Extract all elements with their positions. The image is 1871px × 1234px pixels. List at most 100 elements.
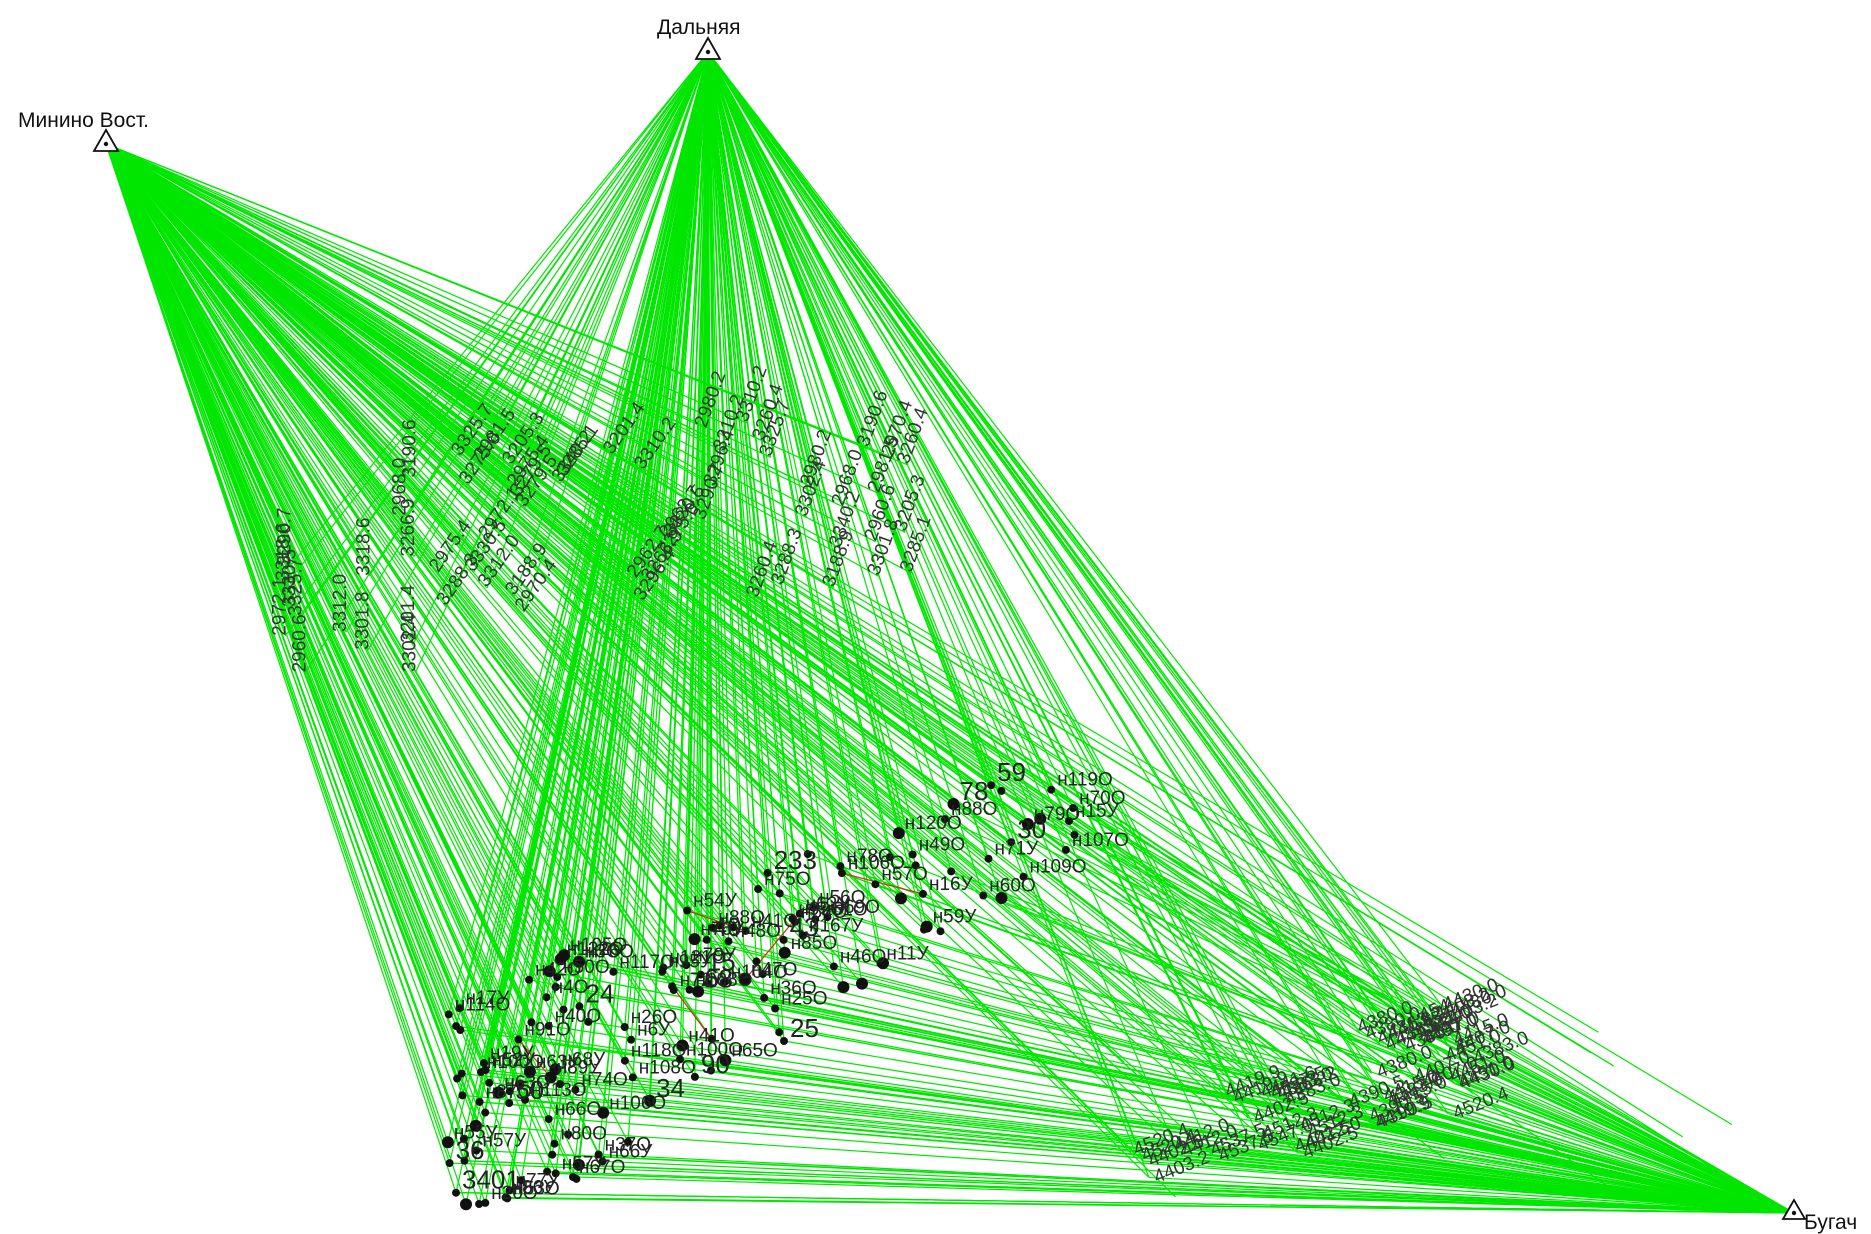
sight-line [630,51,709,1040]
station-bugach[interactable]: Бугач [1781,1198,1857,1234]
sight-line [815,918,1795,1214]
survey-point [685,985,694,994]
point-label: н109О [1030,857,1087,878]
point-label: н100О [487,1052,544,1073]
sight-line [105,143,1176,1198]
survey-point [707,1066,715,1075]
point-label: н107О [1072,830,1129,851]
top-cluster-label: 3318.6 [273,523,294,581]
survey-point [549,1063,562,1076]
point-label: н63О [504,1073,550,1094]
sight-line [105,143,553,1155]
survey-point [908,850,917,859]
point-label: н114О [455,994,511,1015]
sight-line [105,143,565,1010]
survey-point [837,869,846,878]
point-label: н48О [735,921,781,942]
survey-point [836,862,845,871]
survey-point [571,1085,580,1094]
sight-line [289,51,709,566]
sight-line [105,143,297,608]
point-label: 50 [515,1075,544,1105]
sight-line [105,143,369,650]
survey-point [548,1150,557,1159]
station-mininovost[interactable]: Минино Вост. [18,109,149,152]
sight-line [105,143,415,644]
survey-point [559,1005,568,1014]
point-label: 40 [713,912,742,942]
survey-point [475,1097,484,1106]
survey-point [676,1055,684,1064]
survey-point [458,1091,467,1100]
point-label: н51О [821,899,867,920]
point-label: н62У [806,894,851,915]
sight-line [581,961,1795,1214]
sight-line [105,143,522,1181]
survey-point [754,885,763,893]
sight-line [707,51,764,975]
sight-line [707,51,925,930]
sight-line [105,143,467,1205]
survey-point [1065,817,1073,825]
sight-line [707,51,841,549]
sight-line [459,51,709,458]
sight-line [105,143,486,1113]
station-mininovost-label: Минино Вост. [18,109,149,132]
sight-line [707,51,906,533]
survey-point [1070,830,1079,839]
survey-point [871,880,880,889]
survey-point [1061,845,1070,854]
sight-line [1074,834,1795,1214]
sight-line [707,51,1254,1146]
sight-line [524,51,709,509]
sight-line [464,1160,1795,1214]
survey-point [947,798,960,810]
point-label: н15У [1075,801,1120,822]
point-label: н26О [631,1007,677,1028]
sight-line [105,143,1733,1126]
point-label: н67О [579,1157,625,1178]
sight-line [707,51,1067,851]
survey-point [1034,812,1047,825]
point-label: н106О [848,853,905,874]
sight-line [667,51,709,540]
survey-point [683,906,692,915]
survey-point [779,935,788,944]
top-cluster-label: 3201.4 [398,584,419,643]
survey-point [572,1174,581,1183]
sight-line [105,143,650,1100]
point-label: н76У [701,919,746,940]
station-center-dot [1791,1210,1797,1216]
survey-point [553,973,562,982]
point-label: н122О [567,939,624,960]
station-dalnyaya[interactable]: Дальняя [657,16,740,60]
sight-line [602,51,709,1162]
sight-line [707,51,844,508]
point-labels: н79О н72У н78О н77У н75О н63О 36 н80О н64О н79У н7… [454,757,1129,1204]
point-label: н47О [751,960,797,981]
survey-point [720,978,729,986]
sight-line [105,143,552,1078]
sight-line [105,143,461,458]
survey-point [525,975,534,984]
top-cluster-label: 3325.7 [286,558,307,616]
sight-line [105,143,290,581]
survey-point [575,1002,584,1011]
survey-point [543,1167,552,1176]
survey-point [775,889,784,898]
sight-line [475,1125,1795,1214]
point-label: н57У [482,1131,527,1152]
sight-line [105,143,629,1143]
sight-line [304,51,709,673]
survey-point [445,1159,454,1168]
survey-point [702,935,711,944]
station-dalnyaya-label: Дальняя [657,16,740,39]
sight-line [105,143,1451,1048]
point-label: н37О [605,1135,651,1156]
sight-line [707,51,1361,1034]
top-cluster-label: 3330.5 [280,549,301,607]
sight-line [587,51,709,1023]
point-label: н69О [834,897,880,918]
sight-line [105,143,909,466]
sight-line [105,143,558,978]
